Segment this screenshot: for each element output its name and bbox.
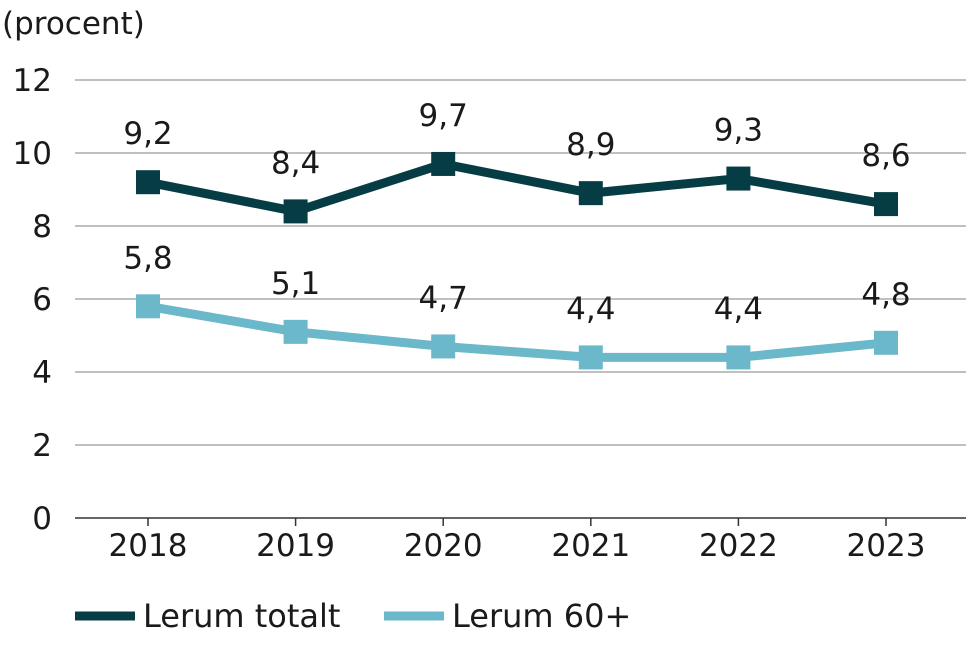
y-tick-4: 4 [32, 355, 52, 391]
y-tick-2: 2 [32, 428, 52, 464]
marker-totalt-2022 [726, 166, 751, 191]
legend-label-lerum-60plus: Lerum 60+ [452, 597, 631, 635]
series-group [136, 151, 898, 370]
y-tick-labels: 0 2 4 6 8 10 12 [13, 63, 52, 537]
marker-totalt-2020 [431, 151, 456, 176]
data-label-60plus-2019: 5,1 [271, 266, 320, 302]
marker-60plus-2020 [431, 334, 456, 359]
y-tick-12: 12 [13, 63, 52, 99]
data-label-60plus-2018: 5,8 [123, 240, 172, 276]
x-tick-2020: 2020 [404, 528, 483, 564]
legend-label-lerum-totalt: Lerum totalt [143, 597, 340, 635]
x-tick-labels: 2018 2019 2020 2021 2022 2023 [109, 528, 926, 564]
data-label-60plus-2022: 4,4 [714, 291, 763, 327]
data-label-totalt-2022: 9,3 [714, 113, 763, 149]
marker-60plus-2021 [578, 345, 603, 370]
unit-label: (procent) [2, 6, 145, 42]
marker-totalt-2021 [578, 181, 603, 206]
x-tick-2023: 2023 [847, 528, 926, 564]
y-tick-10: 10 [13, 136, 52, 172]
data-label-60plus-2021: 4,4 [566, 291, 615, 327]
marker-totalt-2019 [283, 199, 308, 224]
data-label-60plus-2020: 4,7 [419, 280, 468, 316]
y-tick-0: 0 [32, 501, 52, 537]
data-label-totalt-2020: 9,7 [419, 98, 468, 134]
data-label-totalt-2023: 8,6 [861, 138, 910, 174]
marker-60plus-2019 [283, 319, 308, 344]
series-line-lerum-60plus [147, 301, 887, 362]
data-label-totalt-2019: 8,4 [271, 145, 320, 181]
data-label-60plus-2023: 4,8 [861, 277, 910, 313]
x-tick-2019: 2019 [256, 528, 335, 564]
x-tick-2022: 2022 [699, 528, 778, 564]
data-label-totalt-2018: 9,2 [123, 116, 172, 152]
data-label-totalt-2021: 8,9 [566, 127, 615, 163]
legend: Lerum totalt Lerum 60+ [75, 597, 631, 635]
x-tick-2018: 2018 [109, 528, 188, 564]
marker-totalt-2023 [874, 192, 898, 217]
marker-60plus-2022 [726, 345, 751, 370]
marker-totalt-2018 [136, 170, 160, 195]
grid-lines [75, 79, 966, 526]
series-line-lerum-totalt [147, 159, 887, 216]
data-labels: 9,2 8,4 9,7 8,9 9,3 8,6 5,8 5,1 4,7 4,4 4,4 4,8 [123, 98, 910, 327]
x-tick-2021: 2021 [551, 528, 630, 564]
y-tick-6: 6 [32, 282, 52, 318]
marker-60plus-2023 [874, 330, 898, 355]
y-tick-8: 8 [32, 209, 52, 245]
marker-60plus-2018 [136, 294, 160, 319]
